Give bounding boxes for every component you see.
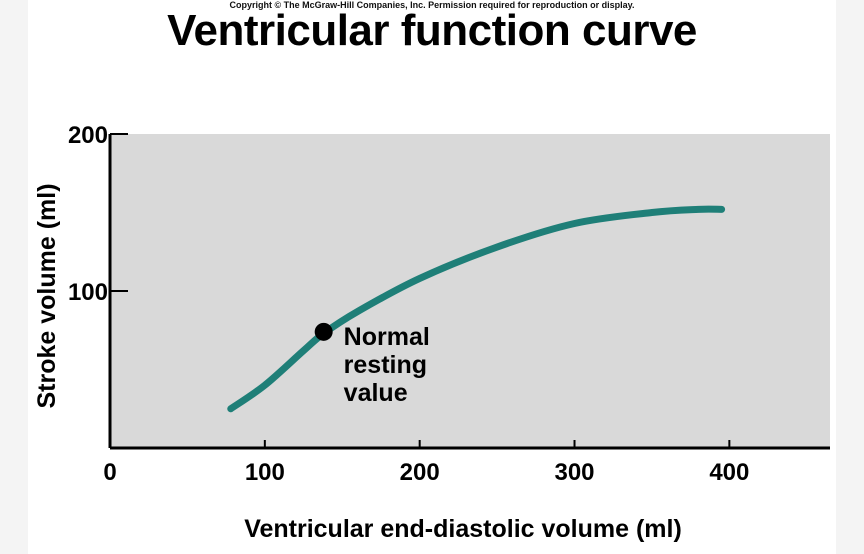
- annotation-label-line: Normal: [344, 323, 430, 351]
- y-ticks: 100 200: [68, 122, 128, 306]
- x-axis-label: Ventricular end-diastolic volume (ml): [244, 515, 682, 543]
- x-tick-label: 0: [103, 459, 116, 486]
- y-axis-label: Stroke volume (ml): [33, 183, 61, 408]
- y-tick-label: 100: [68, 279, 108, 306]
- x-tick-label: 300: [554, 459, 594, 486]
- annotation-label-line: value: [344, 379, 408, 407]
- series-line: [227, 205, 726, 413]
- normal-resting-point: [314, 322, 333, 341]
- x-tick-label: 100: [245, 459, 285, 486]
- series-layer: [227, 205, 726, 413]
- copyright-notice: Copyright © The McGraw-Hill Companies, I…: [229, 0, 635, 10]
- y-tick-label: 200: [68, 122, 108, 149]
- x-tick-label: 400: [709, 459, 749, 486]
- annotation-label-line: resting: [344, 351, 427, 379]
- plot-area: [110, 134, 830, 448]
- x-ticks: 0 100 200 300 400: [103, 440, 749, 486]
- chart-title: Ventricular function curve: [167, 6, 697, 55]
- x-tick-label: 200: [400, 459, 440, 486]
